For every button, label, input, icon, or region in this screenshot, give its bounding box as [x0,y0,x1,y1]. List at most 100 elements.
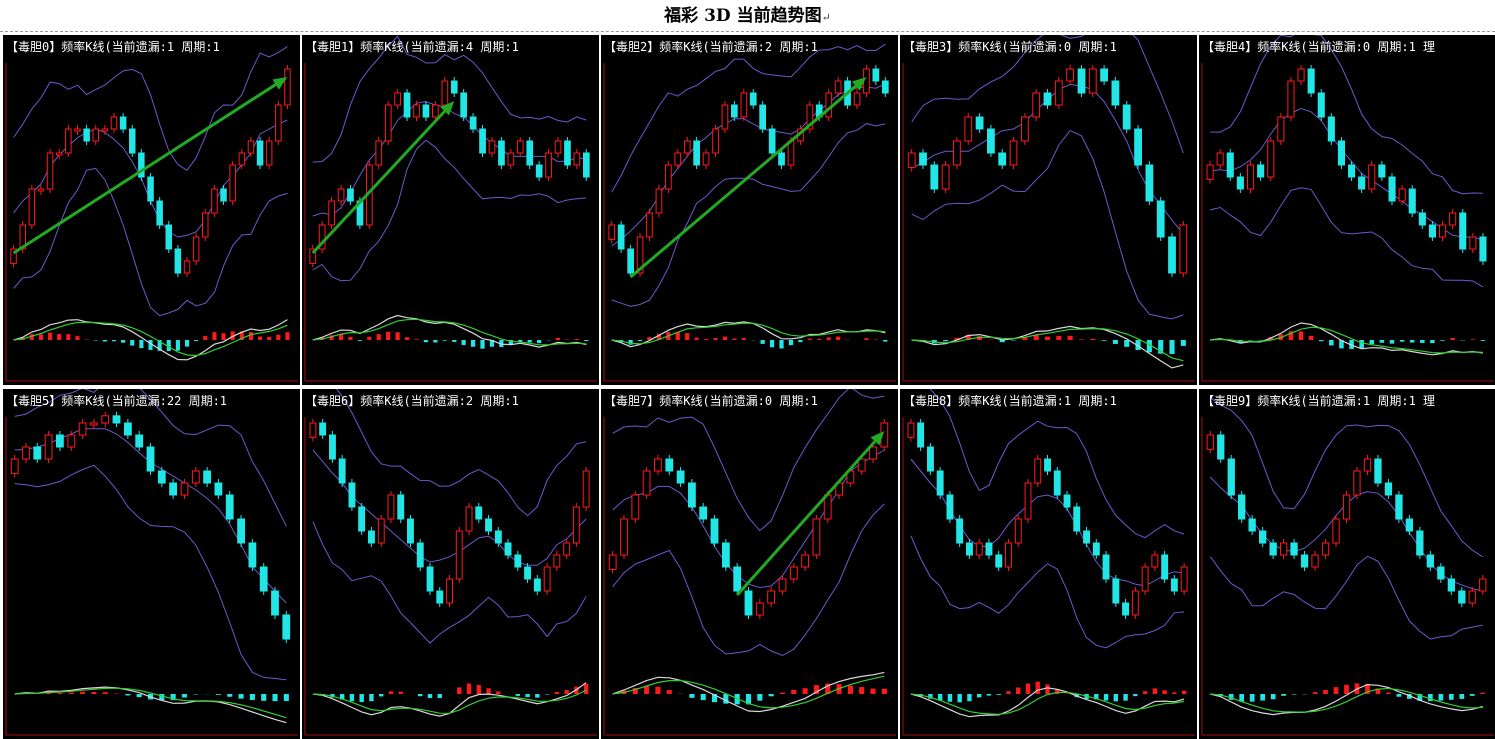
candle [397,491,405,523]
candle [1368,161,1376,193]
candle [1024,479,1032,523]
candle [573,149,581,169]
chart-title: 【毒胆5】频率K线(当前遗漏:22 周期:1 [6,394,228,408]
macd-dif-line [13,319,288,361]
candle [665,161,672,193]
candle [1388,173,1396,205]
band-lower [910,535,1185,649]
candlestick-chart [5,389,298,736]
candle [446,575,454,607]
candle [1088,65,1097,97]
candle [1458,587,1466,607]
candle [1066,65,1074,85]
candle [1398,185,1406,205]
candle [275,101,282,145]
chart-title: 【毒胆9】频率K线(当前遗漏:1 周期:1 理 [1202,394,1436,408]
candle [975,113,984,133]
candle [348,479,356,511]
candle [608,551,617,574]
candle [10,455,19,478]
candle [1032,89,1041,121]
macd-dea-line [14,687,287,719]
candle [710,515,719,547]
candle [432,101,439,121]
trend-arrow [12,77,288,255]
candle [1358,173,1366,193]
candle [1021,113,1029,145]
candle [1437,563,1445,583]
candle [514,551,522,571]
candle [919,149,927,169]
candle [1131,587,1139,619]
candle [44,431,53,463]
candle [778,575,787,595]
candle [67,431,76,451]
candle [328,197,335,229]
candle [1122,101,1131,133]
candle [413,101,420,121]
candle [426,563,434,595]
candle [1180,563,1188,595]
candlestick-chart [1201,35,1494,382]
candle [329,431,336,463]
candle [825,89,833,121]
candle [582,467,590,511]
candle [485,515,493,535]
candle [620,515,628,559]
candle [78,419,87,439]
candle [124,419,132,439]
candle [1100,65,1108,85]
band-lower [312,521,587,644]
macd-dif-line [611,321,886,348]
candle [265,137,273,169]
candle [1418,209,1426,229]
candle [740,89,748,121]
candle [33,443,42,463]
candle [1044,455,1052,475]
candle [256,137,264,169]
candle [1145,161,1154,205]
candle [1469,233,1477,253]
candle [375,137,383,169]
candle [138,149,145,181]
candle [1063,491,1071,511]
candle [1092,539,1100,559]
candle [946,491,954,523]
candle [1053,467,1061,499]
candle [384,101,392,145]
candle [533,575,541,595]
candle [995,551,1003,571]
candle [90,419,98,429]
candle [455,527,463,583]
candle [712,125,719,157]
candle [1217,431,1225,463]
chart-title: 【毒胆4】频率K线(当前遗漏:0 周期:1 理 [1202,40,1436,54]
candle [129,125,136,157]
candle [237,515,245,547]
candle [220,185,227,205]
candle [377,515,385,547]
candlestick-chart [603,389,896,736]
candle [1151,551,1159,571]
candle [507,149,515,169]
band-upper [1210,35,1483,195]
candle [347,185,354,205]
candle [583,149,590,181]
candle [92,125,99,145]
candle [248,539,257,571]
candle [985,539,993,559]
candle [156,197,163,229]
candle [975,539,983,559]
chart-title: 【毒胆6】频率K线(当前遗漏:2 周期:1 [305,394,519,408]
band-lower [1209,187,1484,288]
candle [1206,431,1214,454]
candlestick-chart [304,389,597,736]
band-lower [312,139,587,282]
candle [1156,197,1165,241]
candle [1327,113,1335,145]
candle [907,149,916,172]
candle [1384,479,1393,499]
candle [1317,89,1325,121]
macd-dea-line [1210,687,1483,713]
candle [1134,125,1142,169]
